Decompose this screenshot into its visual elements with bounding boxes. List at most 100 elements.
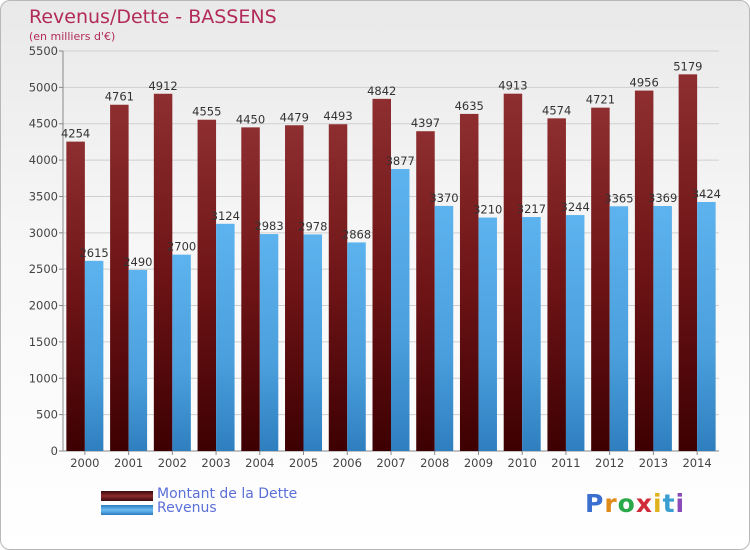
bar-revenus <box>216 223 235 451</box>
bar-revenus <box>259 234 279 451</box>
logo-letter: P <box>585 489 605 518</box>
logo-letter: r <box>604 489 618 518</box>
logo-letter: i <box>675 489 686 518</box>
data-label-revenus: 3210 <box>473 203 502 217</box>
x-tick-label: 2006 <box>333 456 362 470</box>
bar-dette <box>634 90 654 452</box>
bar-revenus <box>172 254 191 451</box>
bar-revenus <box>128 269 148 451</box>
legend-label-dette: Montant de la Dette <box>157 486 298 502</box>
bar-dette <box>459 113 479 451</box>
data-label-dette: 5179 <box>673 59 702 73</box>
bar-dette <box>547 118 566 451</box>
data-label-revenus: 3244 <box>561 200 590 214</box>
bar-revenus <box>522 217 541 451</box>
x-tick-label: 2000 <box>70 456 99 470</box>
bar-dette <box>372 98 391 451</box>
x-tick-label: 2011 <box>551 456 580 470</box>
data-label-revenus: 3369 <box>648 191 677 205</box>
y-tick-label: 0 <box>51 444 58 458</box>
data-label-dette: 4842 <box>367 84 396 98</box>
data-label-dette: 4635 <box>455 99 484 113</box>
chart-title: Revenus/Dette - BASSENS <box>29 6 277 28</box>
data-label-revenus: 3424 <box>692 187 721 201</box>
logo-letter: i <box>653 489 663 518</box>
y-tick-label: 5500 <box>29 44 58 58</box>
data-label-dette: 4761 <box>105 90 134 104</box>
x-tick-label: 2005 <box>289 456 318 470</box>
data-label-dette: 4479 <box>280 110 309 124</box>
bar-dette <box>153 93 173 451</box>
data-label-dette: 4574 <box>542 103 571 117</box>
bar-revenus <box>565 215 585 451</box>
y-tick-label: 4500 <box>29 117 58 131</box>
data-label-dette: 4397 <box>411 116 440 130</box>
y-tick-label: 2500 <box>29 262 58 276</box>
data-label-revenus: 3370 <box>429 191 458 205</box>
bar-revenus <box>391 169 410 451</box>
bar-revenus <box>478 217 497 451</box>
bar-dette <box>678 74 698 451</box>
x-tick-label: 2010 <box>508 456 537 470</box>
chart-subtitle: (en milliers d'€) <box>29 30 116 43</box>
x-tick-label: 2001 <box>114 456 143 470</box>
data-label-revenus: 2978 <box>298 219 327 233</box>
data-label-revenus: 3217 <box>517 202 546 216</box>
data-label-revenus: 2983 <box>254 219 283 233</box>
data-label-revenus: 3365 <box>604 191 633 205</box>
bar-revenus <box>303 234 323 451</box>
bar-revenus <box>434 205 454 451</box>
x-tick-label: 2013 <box>639 456 668 470</box>
y-tick-label: 3000 <box>29 226 58 240</box>
bar-dette <box>197 119 217 452</box>
x-tick-label: 2004 <box>245 456 274 470</box>
legend-swatch-revenus <box>101 505 153 515</box>
x-tick-label: 2014 <box>682 456 711 470</box>
y-tick-label: 2000 <box>29 299 58 313</box>
bar-revenus <box>347 242 366 451</box>
y-tick-label: 3500 <box>29 189 58 203</box>
logo-letter: t <box>662 489 676 518</box>
data-label-dette: 4493 <box>323 109 352 123</box>
bar-revenus <box>609 206 629 451</box>
data-label-revenus: 3124 <box>211 209 240 223</box>
data-label-revenus: 2700 <box>167 240 196 254</box>
logo-letter: x <box>635 489 653 518</box>
data-label-dette: 4721 <box>586 93 615 107</box>
y-tick-label: 5000 <box>29 80 58 94</box>
x-tick-label: 2007 <box>376 456 405 470</box>
bar-dette <box>503 93 523 451</box>
bar-dette <box>328 124 348 452</box>
legend-swatch-dette <box>101 491 153 501</box>
data-label-revenus: 2490 <box>123 255 152 269</box>
x-tick-label: 2008 <box>420 456 449 470</box>
data-label-dette: 4912 <box>148 79 177 93</box>
y-tick-label: 4000 <box>29 153 58 167</box>
y-tick-label: 1500 <box>29 335 58 349</box>
bar-revenus <box>84 260 104 451</box>
bar-dette <box>110 104 129 451</box>
legend-label-revenus: Revenus <box>157 500 217 516</box>
proxiti-logo: Proxiti <box>585 489 685 518</box>
bar-dette <box>241 127 260 451</box>
data-label-revenus: 2868 <box>342 227 371 241</box>
x-tick-label: 2009 <box>464 456 493 470</box>
bar-dette <box>416 131 435 451</box>
y-tick-label: 1000 <box>29 371 58 385</box>
bar-dette <box>591 107 610 452</box>
x-tick-label: 2002 <box>158 456 187 470</box>
bar-dette <box>66 141 85 452</box>
data-label-revenus: 3877 <box>386 154 415 168</box>
data-label-dette: 4956 <box>630 76 659 90</box>
x-tick-label: 2003 <box>201 456 230 470</box>
x-tick-label: 2012 <box>595 456 624 470</box>
bar-revenus <box>653 205 672 451</box>
data-label-dette: 4913 <box>498 79 527 93</box>
data-label-dette: 4254 <box>61 127 90 141</box>
y-tick-label: 500 <box>36 408 58 422</box>
bar-revenus <box>697 201 716 451</box>
data-label-revenus: 2615 <box>79 246 108 260</box>
logo-letter: o <box>617 489 636 518</box>
